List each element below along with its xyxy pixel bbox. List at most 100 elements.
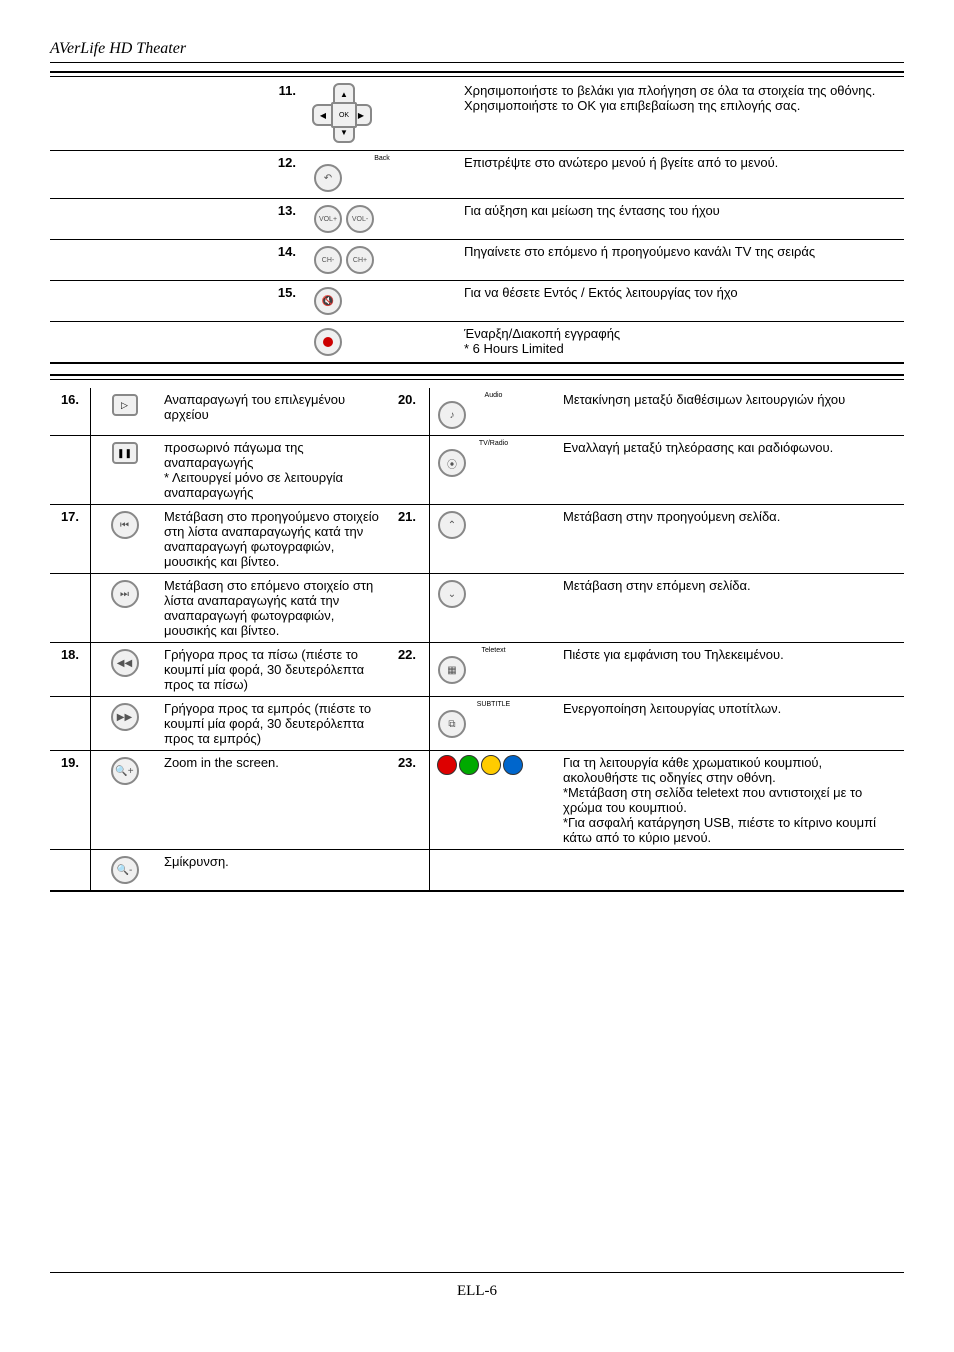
vol-down-icon: VOL- [346,205,374,233]
row-description: Σμίκρυνση. [158,850,385,892]
row-number-2: 22. [385,643,430,697]
row-icon-cell: CH-CH+ [306,240,458,281]
row-icon-cell: ▲▼◀▶OK [306,79,458,151]
bottom-row: 17. ⏮ Μετάβαση στο προηγούμενο στοιχείο στ… [50,505,904,574]
page-down-icon: ⌄ [438,580,466,608]
row-description: Μετάβαση στο επόμενο στοιχείο στη λίστα … [158,574,385,643]
mid-section-divider [50,374,904,380]
row-number [50,322,306,364]
row-icon-cell-2: TV/Radio⦿ [430,436,558,505]
green-button-icon [459,755,479,775]
row-icon-cell [306,322,458,364]
row-icon-cell: Back↶ [306,151,458,199]
row-number: 11. [50,79,306,151]
top-row: 11.▲▼◀▶OK Χρησιμοποιήστε το βελάκι για πλ… [50,79,904,151]
subtitle-icon: ⧉ [438,710,466,738]
tvradio-icon: ⦿ [438,449,466,477]
top-row: Έναρξη/Διακοπή εγγραφής * 6 Hours Limite… [50,322,904,364]
row-description: Επιστρέψτε στο ανώτερο μενού ή βγείτε απ… [458,151,904,199]
row-description: Αναπαραγωγή του επιλεγμένου αρχείου [158,388,385,436]
row-description-2: Μετακίνηση μεταξύ διαθέσιμων λειτουργιών… [557,388,904,436]
row-description-2 [557,850,904,892]
row-icon-cell-2: ⌃ [430,505,558,574]
row-icon-cell: ▶▶ [91,697,159,751]
remote-buttons-bottom-table: 16.▷Αναπαραγωγή του επιλεγμένου αρχείου2… [50,388,904,892]
page-footer: ELL-6 [50,1272,904,1300]
prev-icon: ⏮ [111,511,139,539]
row-number: 15. [50,281,306,322]
row-number-2: 20. [385,388,430,436]
remote-buttons-top-table: 11.▲▼◀▶OK Χρησιμοποιήστε το βελάκι για πλ… [50,79,904,364]
row-number: 13. [50,199,306,240]
page-number: ELL-6 [457,1283,497,1299]
mute-icon: 🔇 [314,287,342,315]
row-description: Χρησιμοποιήστε το βελάκι για πλοήγηση σε… [458,79,904,151]
row-description: Για να θέσετε Εντός / Εκτός λειτουργίας … [458,281,904,322]
rewind-icon: ◀◀ [111,649,139,677]
header-title: AVerLife HD Theater [50,40,904,58]
top-section-divider [50,71,904,77]
zoom-in-icon: 🔍+ [111,757,139,785]
row-description: προσωρινό πάγωμα της αναπαραγωγής * Λειτ… [158,436,385,505]
row-icon-cell: 🔍+ [91,751,159,850]
ffwd-icon: ▶▶ [111,703,139,731]
row-icon-cell-2: Audio♪ [430,388,558,436]
row-description: Για αύξηση και μείωση της έντασης του ήχ… [458,199,904,240]
top-row: 15. 🔇 Για να θέσετε Εντός / Εκτός λειτουργ… [50,281,904,322]
row-icon-cell-2 [430,850,558,892]
row-description: Γρήγορα προς τα πίσω (πιέστε το κουμπί μ… [158,643,385,697]
bottom-row: 18.◀◀Γρήγορα προς τα πίσω (πιέστε το κου… [50,643,904,697]
bottom-row: ▶▶Γρήγορα προς τα εμπρός (πιέστε το κουμ… [50,697,904,751]
row-number-2 [385,574,430,643]
row-number-2: 21. [385,505,430,574]
bottom-row: ❚❚ προσωρινό πάγωμα της αναπαραγωγής * Λε… [50,436,904,505]
row-description-2: Ενεργοποίηση λειτουργίας υποτίτλων. [557,697,904,751]
row-description-2: Εναλλαγή μεταξύ τηλεόρασης και ραδιόφωνο… [557,436,904,505]
row-number: 14. [50,240,306,281]
red-button-icon [437,755,457,775]
row-description: Μετάβαση στο προηγούμενο στοιχείο στη λί… [158,505,385,574]
pause-icon: ❚❚ [112,442,138,464]
page-up-icon: ⌃ [438,511,466,539]
audio-icon: ♪ [438,401,466,429]
row-icon-cell: ⏭ [91,574,159,643]
row-icon-cell: VOL+VOL- [306,199,458,240]
bottom-row: 🔍-Σμίκρυνση. [50,850,904,892]
row-icon-cell-2: SUBTITLE⧉ [430,697,558,751]
row-description: Έναρξη/Διακοπή εγγραφής * 6 Hours Limite… [458,322,904,364]
row-number [50,697,91,751]
bottom-row: 19.🔍+Zoom in the screen.23.Για τη λειτου… [50,751,904,850]
row-number [50,436,91,505]
yellow-button-icon [481,755,501,775]
row-number [50,574,91,643]
header-rule [50,62,904,63]
bottom-row: ⏭ Μετάβαση στο επόμενο στοιχείο στη λίστα… [50,574,904,643]
row-description-2: Για τη λειτουργία κάθε χρωματικού κουμπι… [557,751,904,850]
vol-up-icon: VOL+ [314,205,342,233]
top-row: 13.VOL+VOL-Για αύξηση και μείωση της έντ… [50,199,904,240]
row-icon-cell-2: Teletext▦ [430,643,558,697]
row-icon-cell: ⏮ [91,505,159,574]
teletext-icon: ▦ [438,656,466,684]
row-number: 16. [50,388,91,436]
top-row: 12.Back↶Επιστρέψτε στο ανώτερο μενού ή β… [50,151,904,199]
row-icon-cell: 🔇 [306,281,458,322]
bottom-row: 16. ▷ Αναπαραγωγή του επιλεγμένου αρχείου2… [50,388,904,436]
row-icon-cell: ❚❚ [91,436,159,505]
row-description-2: Πιέστε για εμφάνιση του Τηλεκειμένου. [557,643,904,697]
row-icon-cell: ◀◀ [91,643,159,697]
next-icon: ⏭ [111,580,139,608]
row-description-2: Μετάβαση στην επόμενη σελίδα. [557,574,904,643]
row-number: 19. [50,751,91,850]
play-icon: ▷ [112,394,138,416]
dpad-icon: ▲▼◀▶OK [312,83,372,143]
back-icon: ↶ [314,164,342,192]
row-icon-cell: 🔍- [91,850,159,892]
row-number-2 [385,697,430,751]
top-row: 14.CH-CH+Πηγαίνετε στο επόμενο ή προηγού… [50,240,904,281]
row-number-2 [385,436,430,505]
row-description-2: Μετάβαση στην προηγούμενη σελίδα. [557,505,904,574]
record-icon [314,328,342,356]
row-description: Πηγαίνετε στο επόμενο ή προηγούμενο κανά… [458,240,904,281]
row-number: 17. [50,505,91,574]
